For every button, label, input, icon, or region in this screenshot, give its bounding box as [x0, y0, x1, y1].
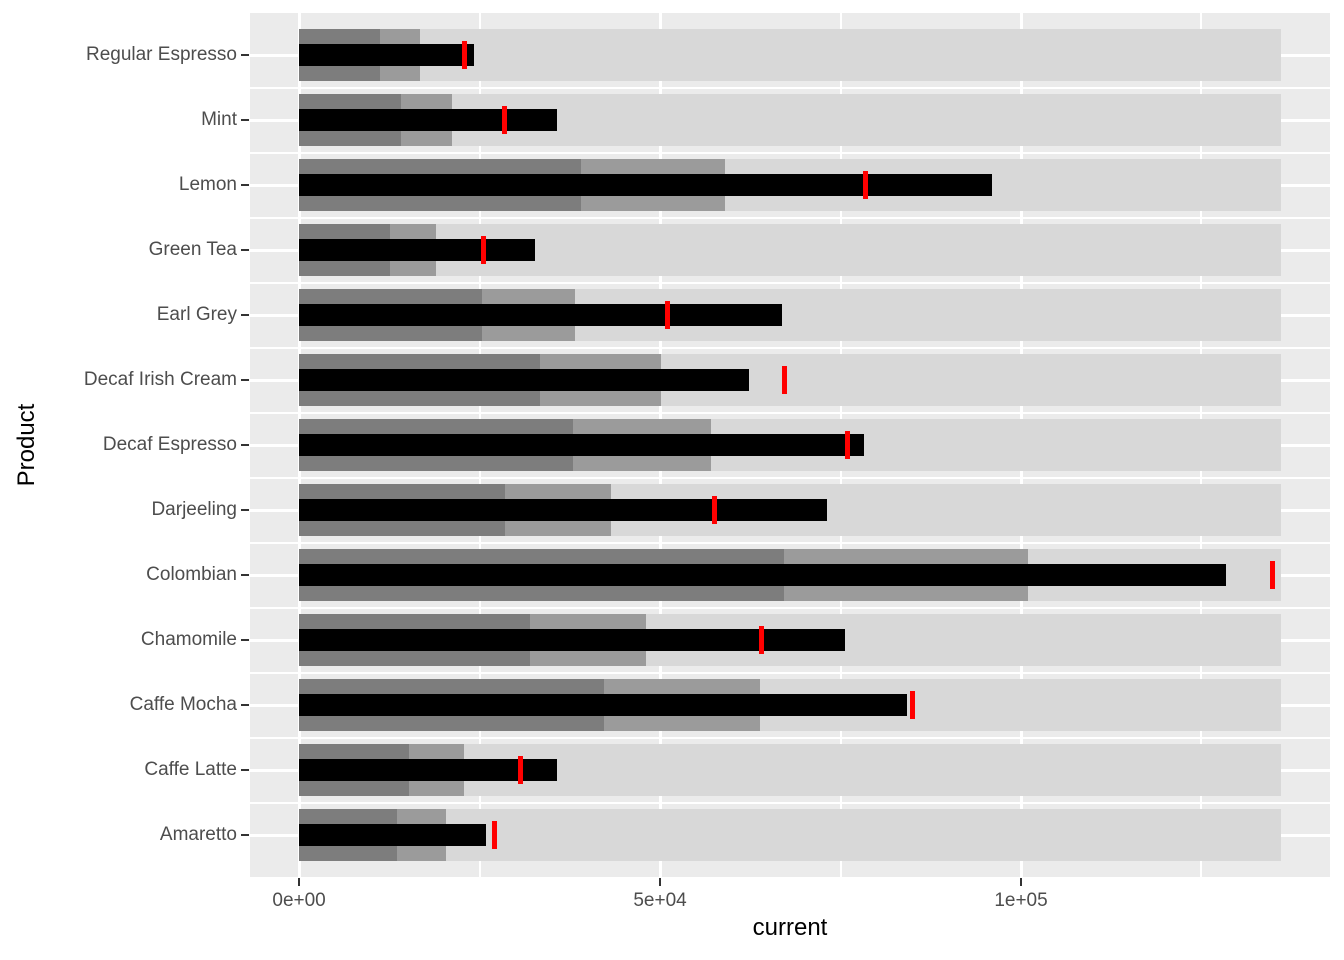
- target-marker: [845, 431, 851, 459]
- y-tick-mark: [241, 509, 249, 511]
- minor-gridline-horizontal: [250, 606, 1330, 609]
- target-marker: [759, 626, 765, 654]
- y-tick-mark: [241, 249, 249, 251]
- y-tick-mark: [241, 119, 249, 121]
- minor-gridline-horizontal: [250, 801, 1330, 804]
- x-tick-label: 1e+05: [994, 890, 1048, 911]
- y-tick-label: Green Tea: [148, 239, 237, 260]
- bullet-row-earl-grey: [250, 289, 1330, 341]
- minor-gridline-horizontal: [250, 671, 1330, 674]
- minor-gridline-horizontal: [250, 736, 1330, 739]
- y-tick-mark: [241, 379, 249, 381]
- minor-gridline-horizontal: [250, 411, 1330, 414]
- minor-gridline-horizontal: [250, 281, 1330, 284]
- minor-gridline-horizontal: [250, 346, 1330, 349]
- minor-gridline-horizontal: [250, 216, 1330, 219]
- y-tick-label: Decaf Irish Cream: [83, 369, 237, 390]
- bullet-row-regular-espresso: [250, 29, 1330, 81]
- target-marker: [863, 171, 869, 199]
- bullet-row-decaf-irish-cream: [250, 354, 1330, 406]
- bullet-row-chamomile: [250, 614, 1330, 666]
- minor-gridline-horizontal: [250, 86, 1330, 89]
- bullet-row-mint: [250, 94, 1330, 146]
- bullet-row-caffe-mocha: [250, 679, 1330, 731]
- y-tick-mark: [241, 769, 249, 771]
- minor-gridline-horizontal: [250, 151, 1330, 154]
- measure-bar: [299, 629, 845, 651]
- bullet-row-amaretto: [250, 809, 1330, 861]
- target-marker: [518, 756, 524, 784]
- y-tick-mark: [241, 834, 249, 836]
- minor-gridline-horizontal: [250, 476, 1330, 479]
- measure-bar: [299, 109, 557, 131]
- bullet-row-green-tea: [250, 224, 1330, 276]
- plot-panel: [250, 13, 1330, 877]
- y-tick-label: Lemon: [178, 174, 237, 195]
- bullet-row-lemon: [250, 159, 1330, 211]
- y-tick-label: Decaf Espresso: [102, 434, 237, 455]
- target-marker: [664, 301, 670, 329]
- y-tick-mark: [241, 574, 249, 576]
- measure-bar: [299, 239, 536, 261]
- y-tick-mark: [241, 704, 249, 706]
- measure-bar: [299, 694, 907, 716]
- y-tick-mark: [241, 444, 249, 446]
- y-tick-label: Chamomile: [140, 629, 237, 650]
- measure-bar: [299, 174, 993, 196]
- measure-bar: [299, 564, 1227, 586]
- bullet-row-decaf-espresso: [250, 419, 1330, 471]
- y-tick-label: Earl Grey: [156, 304, 237, 325]
- target-marker: [1269, 561, 1275, 589]
- target-marker: [491, 821, 497, 849]
- y-tick-label: Colombian: [146, 564, 237, 585]
- target-marker: [909, 691, 915, 719]
- measure-bar: [299, 44, 474, 66]
- bullet-row-caffe-latte: [250, 744, 1330, 796]
- y-tick-label: Regular Espresso: [85, 44, 237, 65]
- minor-gridline-horizontal: [250, 541, 1330, 544]
- x-tick-mark: [1020, 878, 1023, 886]
- target-marker: [502, 106, 508, 134]
- x-tick-mark: [659, 878, 662, 886]
- target-marker: [461, 41, 467, 69]
- measure-bar: [299, 824, 487, 846]
- y-tick-label: Amaretto: [159, 824, 237, 845]
- y-tick-label: Mint: [201, 109, 237, 130]
- y-tick-label: Caffe Mocha: [129, 694, 237, 715]
- target-marker: [782, 366, 788, 394]
- x-axis-title: current: [752, 914, 828, 941]
- target-marker: [712, 496, 718, 524]
- y-tick-mark: [241, 54, 249, 56]
- bullet-row-colombian: [250, 549, 1330, 601]
- measure-bar: [299, 759, 557, 781]
- y-tick-mark: [241, 639, 249, 641]
- y-tick-label: Darjeeling: [151, 499, 237, 520]
- measure-bar: [299, 499, 827, 521]
- y-tick-mark: [241, 314, 249, 316]
- y-tick-mark: [241, 184, 249, 186]
- x-tick-label: 5e+04: [633, 890, 687, 911]
- y-tick-label: Caffe Latte: [144, 759, 237, 780]
- bullet-row-darjeeling: [250, 484, 1330, 536]
- measure-bar: [299, 304, 783, 326]
- x-tick-label: 0e+00: [272, 890, 326, 911]
- target-marker: [480, 236, 486, 264]
- measure-bar: [299, 434, 864, 456]
- x-tick-mark: [298, 878, 301, 886]
- measure-bar: [299, 369, 749, 391]
